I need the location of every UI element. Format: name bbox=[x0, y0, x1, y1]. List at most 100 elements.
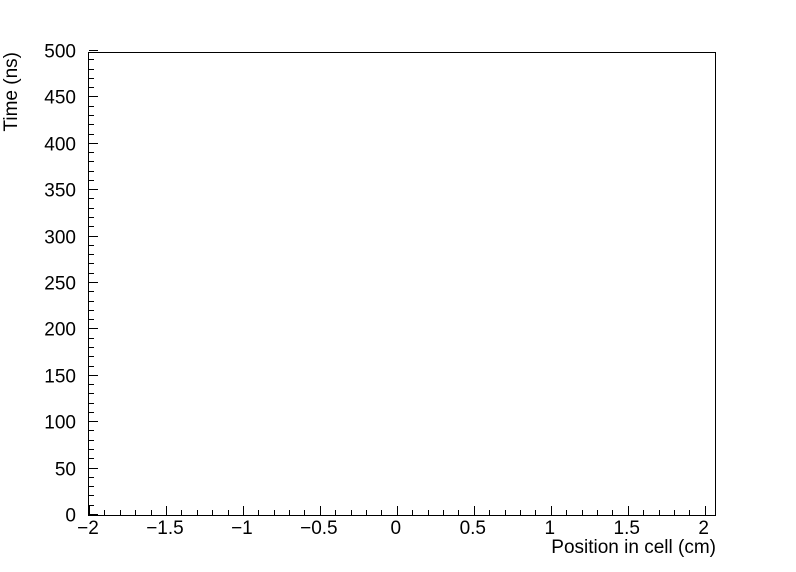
x-axis-minor-tick bbox=[643, 510, 645, 515]
y-axis-minor-tick bbox=[89, 59, 94, 61]
x-axis-minor-tick bbox=[350, 510, 352, 515]
x-axis-minor-tick bbox=[566, 510, 568, 515]
y-axis-minor-tick bbox=[89, 68, 94, 70]
x-axis-tick-label: −2 bbox=[77, 518, 99, 539]
x-axis-minor-tick bbox=[119, 510, 121, 515]
y-axis-minor-tick bbox=[89, 226, 94, 228]
y-axis-minor-tick bbox=[89, 217, 94, 219]
x-axis-minor-tick bbox=[181, 510, 183, 515]
y-axis-tick-label: 200 bbox=[44, 319, 76, 341]
y-axis-minor-tick bbox=[89, 291, 94, 293]
y-axis-major-tick bbox=[89, 189, 98, 191]
x-axis-major-tick bbox=[627, 506, 629, 515]
y-axis-minor-tick bbox=[89, 356, 94, 358]
y-axis-minor-tick bbox=[89, 133, 94, 135]
y-axis-minor-tick bbox=[89, 105, 94, 107]
y-axis-tick-label: 100 bbox=[44, 412, 76, 434]
x-axis-minor-tick bbox=[689, 510, 691, 515]
x-axis-minor-tick bbox=[289, 510, 291, 515]
y-axis-minor-tick bbox=[89, 319, 94, 321]
y-axis-major-tick bbox=[89, 96, 98, 98]
x-axis-minor-tick bbox=[335, 510, 337, 515]
x-axis-major-tick bbox=[319, 506, 321, 515]
plot-frame bbox=[88, 50, 716, 516]
x-axis-minor-tick bbox=[458, 510, 460, 515]
y-axis-minor-tick bbox=[89, 198, 94, 200]
y-axis-minor-tick bbox=[89, 244, 94, 246]
y-axis-minor-tick bbox=[89, 430, 94, 432]
x-axis-tick-label: −1.5 bbox=[146, 518, 184, 539]
x-axis-minor-tick bbox=[673, 510, 675, 515]
y-axis-minor-tick bbox=[89, 114, 94, 116]
x-axis-minor-tick bbox=[535, 510, 537, 515]
y-axis-minor-tick bbox=[89, 411, 94, 413]
y-axis-minor-tick bbox=[89, 458, 94, 460]
y-axis-tick-label: 250 bbox=[44, 273, 76, 295]
y-axis-minor-tick bbox=[89, 384, 94, 386]
y-axis-minor-tick bbox=[89, 300, 94, 302]
x-axis-minor-tick bbox=[304, 510, 306, 515]
y-axis-major-tick bbox=[89, 374, 98, 376]
x-axis-minor-tick bbox=[258, 510, 260, 515]
y-axis-minor-tick bbox=[89, 161, 94, 163]
x-axis-minor-tick bbox=[212, 510, 214, 515]
x-axis-minor-tick bbox=[519, 510, 521, 515]
y-axis-tick-label: 400 bbox=[44, 134, 76, 156]
x-axis-minor-tick bbox=[443, 510, 445, 515]
x-axis-minor-tick bbox=[104, 510, 106, 515]
x-axis-minor-tick bbox=[381, 510, 383, 515]
y-axis-minor-tick bbox=[89, 124, 94, 126]
x-axis-minor-tick bbox=[581, 510, 583, 515]
y-axis-major-tick bbox=[89, 328, 98, 330]
y-axis-minor-tick bbox=[89, 495, 94, 497]
x-axis-tick-label: −1 bbox=[231, 518, 253, 539]
y-axis-tick-label: 300 bbox=[44, 227, 76, 249]
y-axis-minor-tick bbox=[89, 402, 94, 404]
x-axis-major-tick bbox=[242, 506, 244, 515]
x-axis-minor-tick bbox=[658, 510, 660, 515]
y-axis-minor-tick bbox=[89, 170, 94, 172]
x-axis-tick-label: 0 bbox=[390, 518, 402, 539]
y-axis-tick-label: 50 bbox=[54, 459, 76, 481]
y-axis-tick-label: 150 bbox=[44, 366, 76, 388]
y-axis-tick-label: 0 bbox=[65, 505, 76, 527]
x-axis-major-tick bbox=[704, 506, 706, 515]
x-axis-minor-tick bbox=[504, 510, 506, 515]
x-axis-tick-label: −0.5 bbox=[300, 518, 338, 539]
y-axis-minor-tick bbox=[89, 504, 94, 506]
y-axis-tick-label: 350 bbox=[44, 180, 76, 202]
y-axis-minor-tick bbox=[89, 272, 94, 274]
y-axis-minor-tick bbox=[89, 449, 94, 451]
y-axis-minor-tick bbox=[89, 254, 94, 256]
y-axis-major-tick bbox=[89, 514, 98, 515]
y-axis-minor-tick bbox=[89, 309, 94, 311]
y-axis-major-tick bbox=[89, 142, 98, 144]
x-axis-minor-tick bbox=[196, 510, 198, 515]
y-axis-title: Time (ns) bbox=[1, 52, 22, 132]
y-axis-minor-tick bbox=[89, 346, 94, 348]
x-axis-minor-tick bbox=[412, 510, 414, 515]
y-axis-major-tick bbox=[89, 282, 98, 283]
y-axis-minor-tick bbox=[89, 337, 94, 339]
x-axis-major-tick bbox=[550, 506, 552, 515]
y-axis-minor-tick bbox=[89, 365, 94, 367]
y-axis-tick-label: 500 bbox=[44, 41, 76, 63]
y-axis-minor-tick bbox=[89, 263, 94, 265]
y-axis-minor-tick bbox=[89, 486, 94, 488]
y-axis-minor-tick bbox=[89, 393, 94, 395]
x-axis-minor-tick bbox=[489, 510, 491, 515]
y-axis-major-tick bbox=[89, 235, 98, 237]
y-axis-minor-tick bbox=[89, 179, 94, 181]
x-axis-minor-tick bbox=[150, 510, 152, 515]
x-axis-major-tick bbox=[165, 506, 167, 515]
x-axis-major-tick bbox=[473, 506, 475, 515]
y-axis-minor-tick bbox=[89, 207, 94, 209]
x-axis-minor-tick bbox=[427, 510, 429, 515]
y-axis-minor-tick bbox=[89, 77, 94, 79]
x-axis-tick-label: 1 bbox=[544, 518, 556, 539]
x-axis-major-tick bbox=[396, 506, 398, 515]
y-axis-major-tick bbox=[89, 421, 98, 423]
x-axis-minor-tick bbox=[596, 510, 598, 515]
y-axis-tick-label: 450 bbox=[44, 87, 76, 109]
